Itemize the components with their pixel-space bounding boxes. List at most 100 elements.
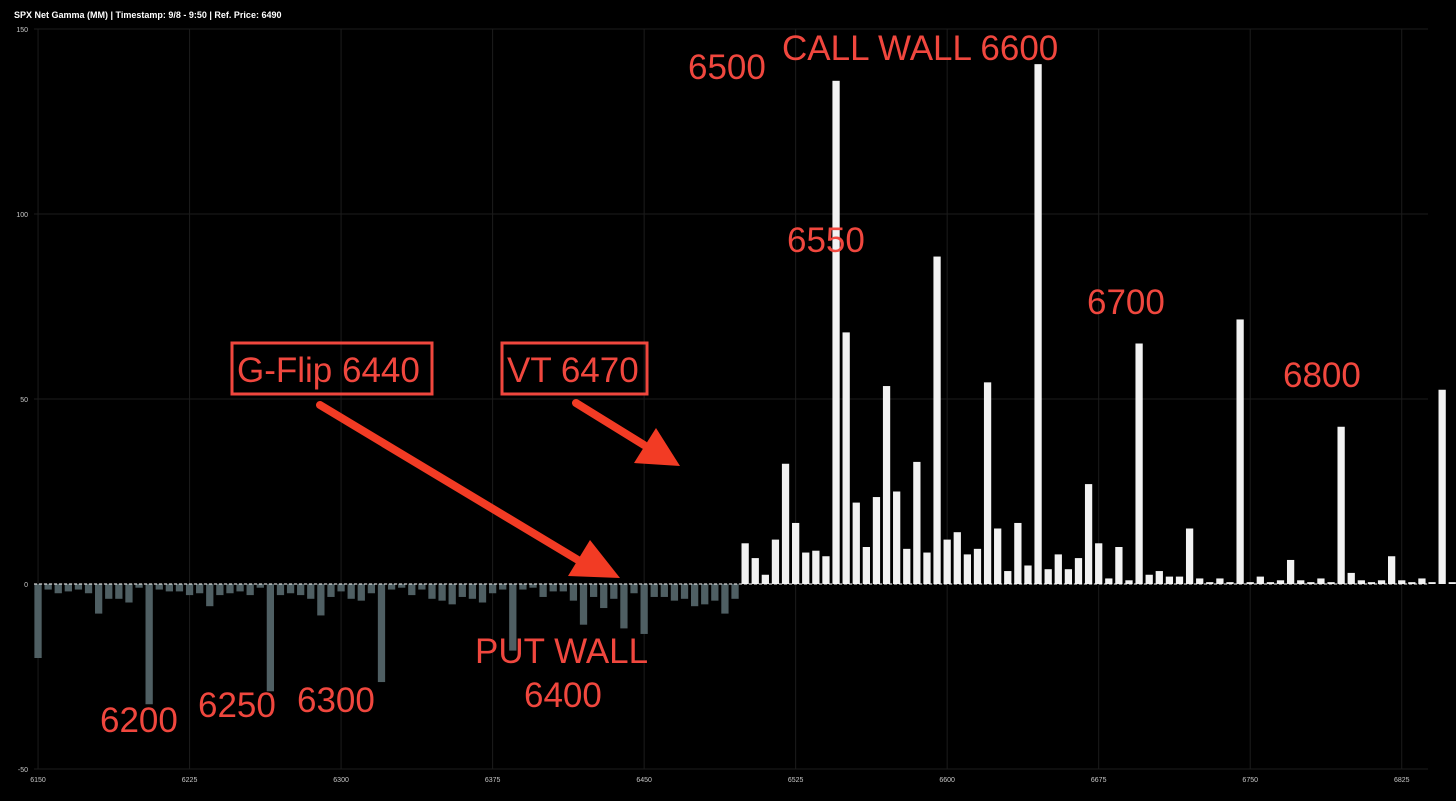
bar-6670: [1084, 484, 1093, 584]
chart-title: SPX Net Gamma (MM) | Timestamp: 9/8 - 9:…: [14, 10, 282, 20]
gflip-arrow-shaft: [316, 401, 582, 564]
bar-6585: [913, 461, 921, 584]
label-vt: VT 6470: [507, 351, 639, 390]
bar-6605: [953, 532, 961, 584]
x-tick-label: 6525: [788, 777, 804, 784]
label-6800: 6800: [1283, 356, 1361, 395]
bar-6215: [165, 584, 173, 592]
bar-6460: [660, 584, 668, 597]
bar-6200: [135, 584, 143, 588]
bar-6685: [1115, 547, 1123, 584]
y-tick-label: 0: [24, 582, 28, 589]
bar-6330: [398, 584, 406, 588]
bar-6810: [1367, 582, 1376, 584]
bar-6730: [1206, 582, 1214, 584]
bar-6410: [559, 584, 567, 592]
bar-6740: [1226, 582, 1234, 584]
x-tick-label: 6750: [1242, 777, 1258, 784]
bar-6545: [832, 80, 840, 585]
bars: [34, 64, 1456, 705]
bar-6385: [509, 584, 517, 651]
bar-6185: [105, 584, 113, 599]
bar-6280: [297, 584, 305, 596]
bar-6790: [1327, 582, 1335, 584]
bar-6815: [1377, 580, 1386, 584]
bar-6510: [761, 574, 769, 584]
bar-6270: [276, 584, 285, 596]
bar-6530: [802, 552, 810, 584]
bar-6705: [1155, 571, 1163, 584]
bar-6260: [256, 584, 264, 588]
bar-6660: [1064, 569, 1073, 584]
bar-6735: [1216, 578, 1224, 584]
bar-6805: [1357, 580, 1365, 584]
bar-6165: [64, 584, 72, 592]
bar-6300: [337, 584, 345, 592]
bar-6430: [600, 584, 608, 609]
x-tick-label: 6150: [30, 777, 46, 784]
bar-6715: [1175, 576, 1184, 584]
bar-6575: [893, 491, 901, 584]
bar-6570: [882, 386, 891, 584]
bar-6710: [1165, 576, 1174, 584]
bar-6465: [670, 584, 679, 601]
bar-6540: [822, 556, 830, 584]
bar-6800: [1347, 572, 1355, 584]
y-tick-label: 150: [16, 27, 28, 34]
bar-6535: [812, 550, 820, 584]
bar-6700: [1145, 574, 1153, 584]
bar-6425: [589, 584, 598, 597]
bar-6150: [34, 584, 42, 658]
vt-arrow-shaft: [572, 399, 648, 449]
bar-6785: [1317, 578, 1325, 584]
x-tick-label: 6225: [182, 777, 198, 784]
bar-6480: [701, 584, 709, 605]
bar-6725: [1196, 578, 1204, 584]
bar-6555: [852, 502, 860, 584]
x-tick-label: 6675: [1091, 777, 1107, 784]
bar-6445: [630, 584, 638, 594]
bar-6210: [155, 584, 163, 590]
bar-6625: [994, 528, 1002, 584]
vt-arrow-head: [634, 428, 680, 466]
bar-6495: [731, 584, 739, 599]
bar-6795: [1337, 426, 1345, 584]
label-6250: 6250: [198, 686, 276, 725]
bar-6690: [1125, 580, 1133, 584]
label-call-wall: CALL WALL 6600: [782, 29, 1058, 68]
bar-6325: [387, 584, 396, 590]
bar-6170: [74, 584, 83, 590]
bar-6475: [691, 584, 699, 607]
bar-6370: [478, 584, 487, 603]
bar-6230: [196, 584, 204, 594]
bar-6520: [781, 463, 790, 584]
bar-6455: [650, 584, 658, 597]
bar-6405: [549, 584, 557, 592]
bar-6680: [1105, 578, 1113, 584]
bar-6290: [317, 584, 325, 616]
bar-6255: [246, 584, 254, 596]
bar-6275: [286, 584, 295, 594]
bar-6235: [206, 584, 214, 607]
x-tick-label: 6375: [485, 777, 501, 784]
bar-6505: [751, 558, 759, 584]
bar-6500: [741, 543, 749, 584]
bar-6450: [640, 584, 648, 634]
bar-6590: [923, 552, 931, 584]
bar-6340: [418, 584, 426, 590]
bar-6775: [1297, 580, 1305, 584]
bar-6750: [1246, 582, 1254, 584]
bar-6315: [367, 584, 376, 594]
bar-6610: [963, 554, 972, 584]
bar-6420: [579, 584, 588, 625]
bar-6390: [519, 584, 527, 590]
bar-6560: [862, 547, 870, 584]
bar-6310: [357, 584, 365, 601]
grid: [34, 28, 1428, 770]
bar-6640: [1024, 565, 1032, 584]
label-6500: 6500: [688, 48, 766, 87]
bar-6515: [771, 539, 780, 584]
bar-6160: [54, 584, 62, 594]
bar-6630: [1004, 571, 1012, 584]
bar-6395: [529, 584, 537, 588]
